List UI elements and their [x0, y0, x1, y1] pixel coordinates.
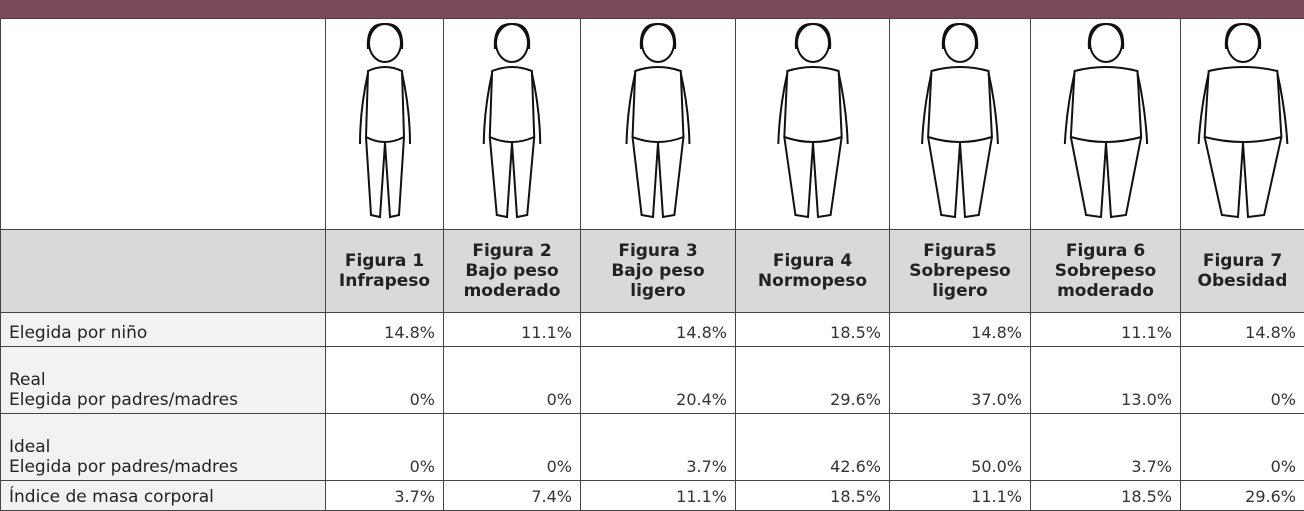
body-figure [905, 19, 1015, 224]
torso [366, 67, 404, 142]
torso [928, 67, 992, 142]
column-header: Figura 2 Bajo peso moderado [444, 230, 581, 313]
column-header: Figura 6 Sobrepeso moderado [1031, 230, 1181, 313]
value-cell: 11.1% [444, 313, 581, 347]
body-figure [1188, 19, 1298, 224]
leg-right [385, 137, 404, 217]
torso [784, 67, 841, 142]
leg-left [784, 137, 813, 217]
leg-left [1070, 137, 1105, 217]
row-label: Real Elegida por padres/madres [1, 347, 326, 414]
value-cell: 42.6% [736, 414, 890, 481]
head [496, 24, 528, 62]
value-cell: 0% [326, 414, 444, 481]
value-cell: 3.7% [1031, 414, 1181, 481]
empty-header [1, 230, 326, 313]
row-label: Ideal Elegida por padres/madres [1, 414, 326, 481]
value-cell: 13.0% [1031, 347, 1181, 414]
body-figure [1051, 19, 1161, 224]
leg-right [1106, 137, 1141, 217]
head [1227, 24, 1259, 62]
value-cell: 18.5% [736, 481, 890, 511]
row-label: Índice de masa corporal [1, 481, 326, 511]
value-cell: 0% [1181, 347, 1304, 414]
head [797, 24, 829, 62]
leg-right [512, 137, 534, 217]
leg-left [633, 137, 658, 217]
figure-cell [1181, 19, 1304, 230]
value-cell: 11.1% [1031, 313, 1181, 347]
hair [795, 24, 829, 49]
value-cell: 3.7% [326, 481, 444, 511]
figure-cell [326, 19, 444, 230]
value-cell: 37.0% [890, 347, 1031, 414]
value-cell: 7.4% [444, 481, 581, 511]
value-cell: 0% [444, 347, 581, 414]
head [944, 24, 976, 62]
value-cell: 3.7% [581, 414, 736, 481]
leg-right [1243, 137, 1281, 217]
column-header: Figura 3 Bajo peso ligero [581, 230, 736, 313]
value-cell: 20.4% [581, 347, 736, 414]
value-cell: 29.6% [736, 347, 890, 414]
body-figure [457, 19, 567, 224]
column-header: Figura5 Sobrepeso ligero [890, 230, 1031, 313]
hair [1225, 24, 1259, 49]
leg-left [1204, 137, 1242, 217]
hair [367, 24, 401, 49]
value-cell: 14.8% [890, 313, 1031, 347]
figure-cell [890, 19, 1031, 230]
value-cell: 18.5% [736, 313, 890, 347]
value-cell: 11.1% [581, 481, 736, 511]
hair [943, 24, 977, 49]
figure-cell [1031, 19, 1181, 230]
head [1090, 24, 1122, 62]
body-figure [330, 19, 440, 224]
value-cell: 50.0% [890, 414, 1031, 481]
figure-row [1, 19, 1304, 230]
figure-cell [581, 19, 736, 230]
leg-right [960, 137, 992, 217]
leg-left [490, 137, 512, 217]
column-header: Figura 4 Normopeso [736, 230, 890, 313]
torso [1204, 67, 1281, 142]
value-cell: 0% [326, 347, 444, 414]
value-cell: 14.8% [1181, 313, 1304, 347]
hair [1088, 24, 1122, 49]
row-label: Elegida por niño [1, 313, 326, 347]
value-cell: 14.8% [581, 313, 736, 347]
empty-cell [1, 19, 326, 230]
title-bar [0, 0, 1304, 18]
value-cell: 0% [444, 414, 581, 481]
torso [490, 67, 534, 142]
value-cell: 18.5% [1031, 481, 1181, 511]
column-header: Figura 1 Infrapeso [326, 230, 444, 313]
leg-right [658, 137, 683, 217]
body-figure [603, 19, 713, 224]
body-figure [758, 19, 868, 224]
leg-left [366, 137, 385, 217]
hair [495, 24, 529, 49]
value-cell: 14.8% [326, 313, 444, 347]
value-cell: 0% [1181, 414, 1304, 481]
figure-cell [444, 19, 581, 230]
value-cell: 29.6% [1181, 481, 1304, 511]
column-header: Figura 7 Obesidad [1181, 230, 1304, 313]
hair [641, 24, 675, 49]
leg-left [928, 137, 960, 217]
value-cell: 11.1% [890, 481, 1031, 511]
head [642, 24, 674, 62]
leg-right [813, 137, 842, 217]
head [369, 24, 401, 62]
torso [1070, 67, 1140, 142]
torso [633, 67, 684, 142]
figure-cell [736, 19, 890, 230]
